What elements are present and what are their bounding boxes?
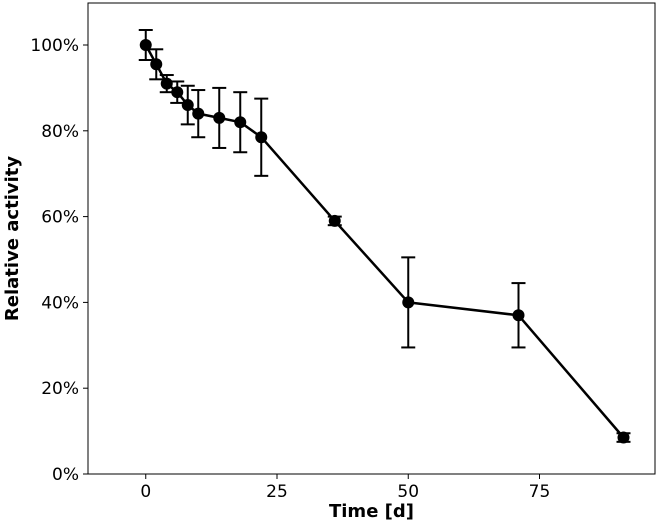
- y-tick-label: 20%: [41, 379, 79, 399]
- data-point: [213, 111, 226, 124]
- x-tick-label: 0: [140, 482, 151, 502]
- data-point: [512, 309, 525, 322]
- x-tick-label: 75: [529, 482, 551, 502]
- data-layer: [138, 28, 631, 444]
- plot-frame: [87, 2, 656, 475]
- x-axis-title: Time [d]: [329, 501, 414, 522]
- y-tick-label: 80%: [41, 122, 79, 142]
- data-point: [139, 39, 152, 51]
- y-tick-label: 60%: [41, 208, 79, 228]
- data-point: [255, 131, 268, 144]
- data-point: [402, 296, 415, 309]
- y-tick-label: 40%: [41, 293, 79, 313]
- axes: 0% 20% 40% 60% 80% 100% 0 25 50 75: [30, 2, 656, 502]
- y-tick-label: 100%: [30, 36, 79, 56]
- data-point: [617, 431, 630, 444]
- data-point: [192, 107, 205, 120]
- x-tick-label: 50: [397, 482, 419, 502]
- data-point: [181, 99, 194, 112]
- y-tick-label: 0%: [52, 465, 79, 485]
- data-point: [160, 77, 173, 90]
- series-line: [144, 44, 625, 439]
- data-point: [171, 86, 184, 99]
- data-point: [234, 116, 247, 129]
- data-point: [328, 214, 341, 227]
- x-tick-label: 25: [266, 482, 288, 502]
- data-point: [150, 58, 163, 71]
- y-axis-title: Relative activity: [2, 156, 23, 321]
